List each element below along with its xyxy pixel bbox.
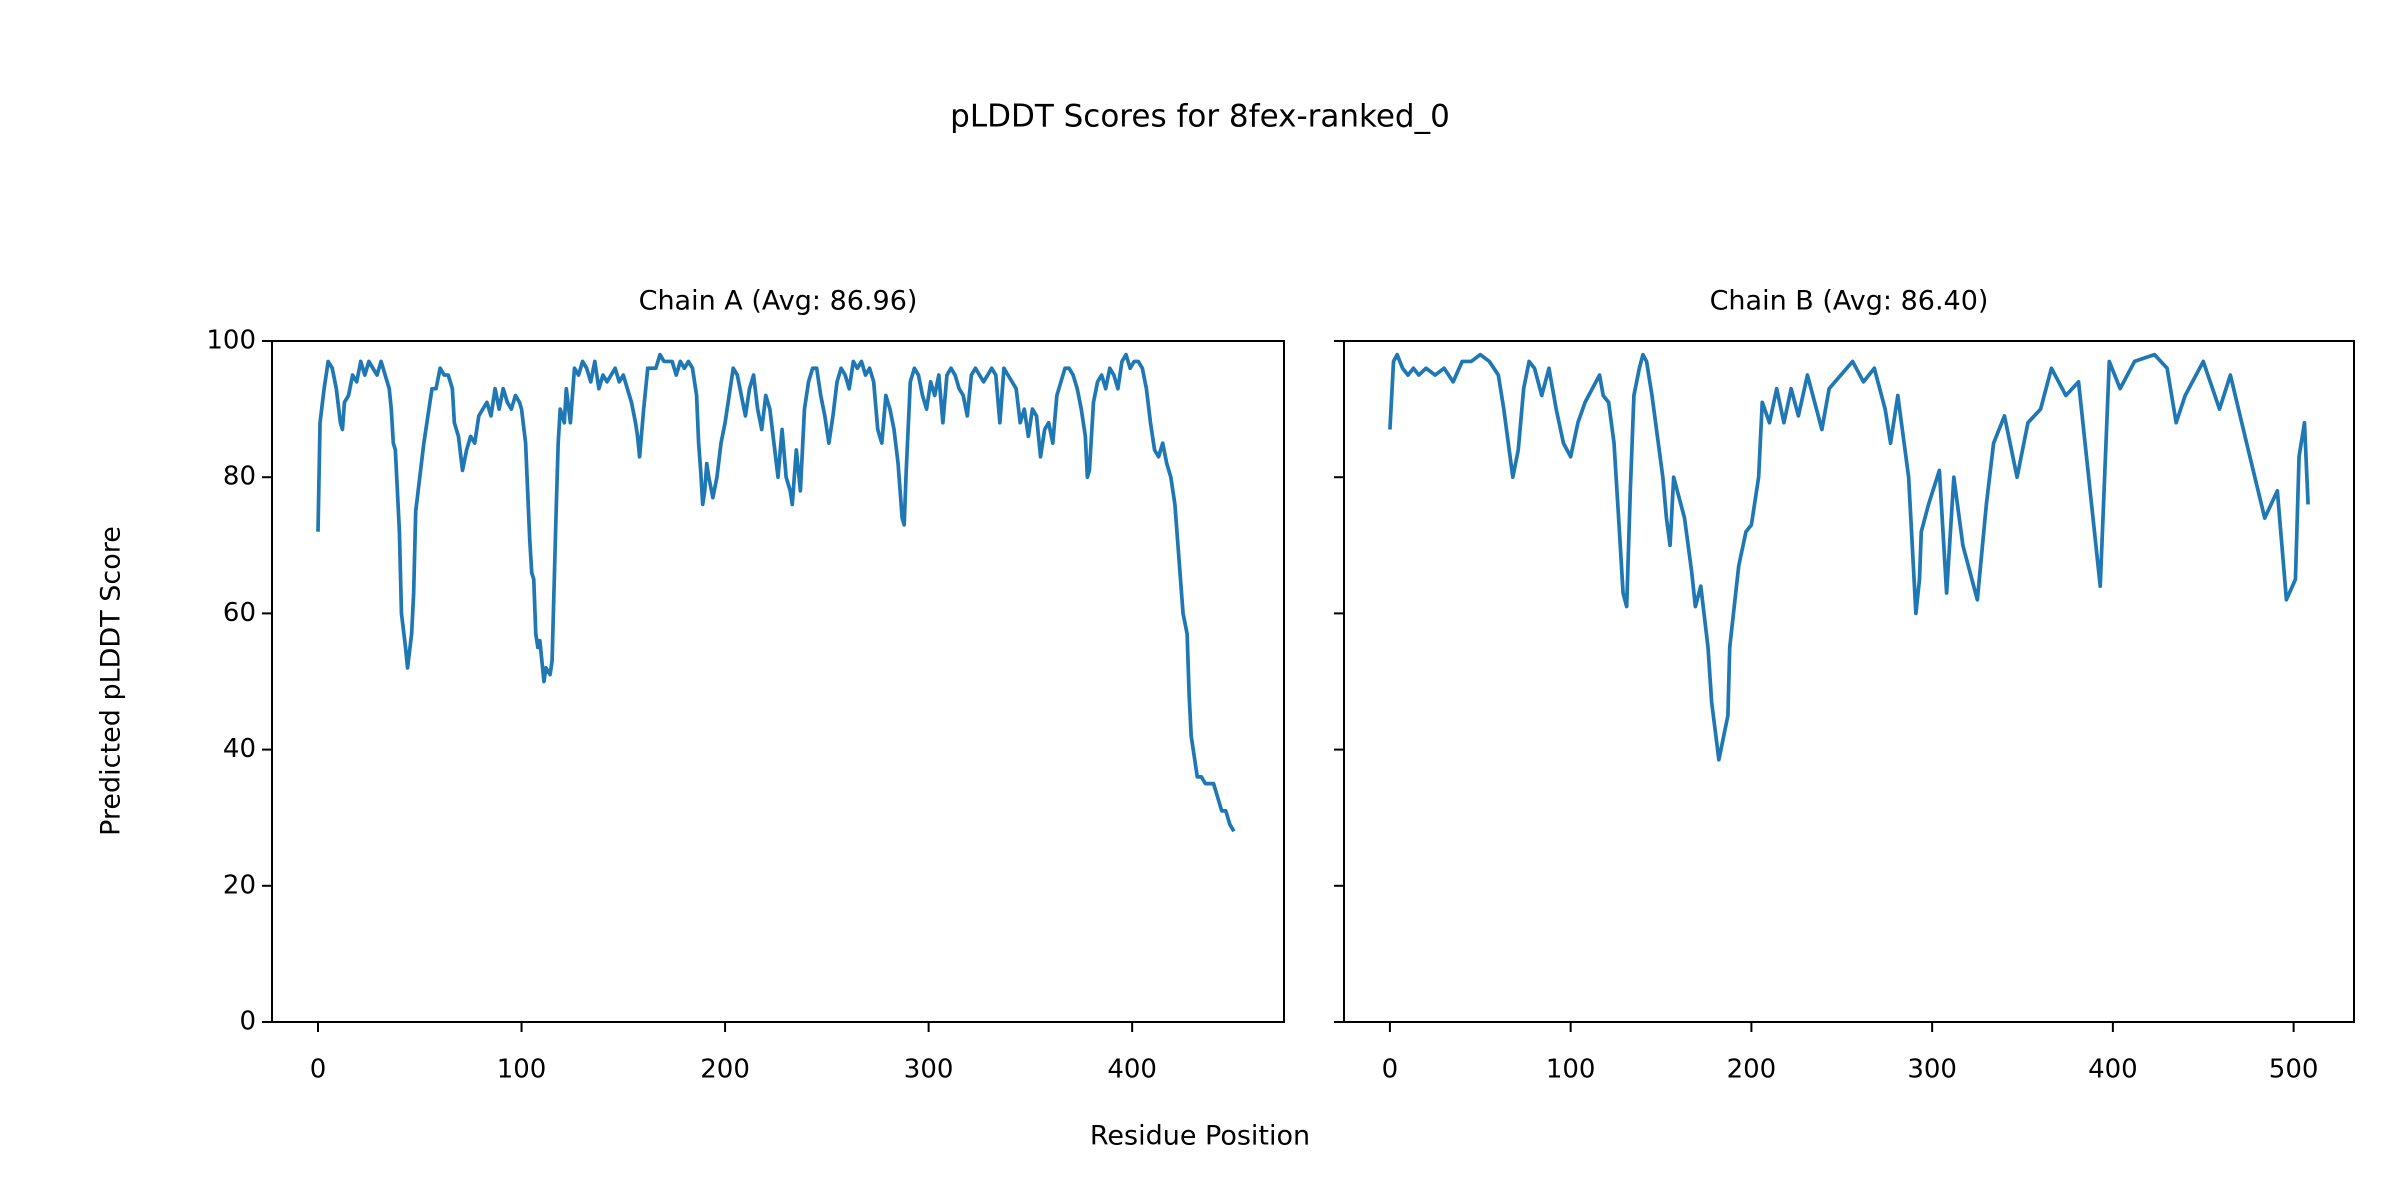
y-axis-label: Predicted pLDDT Score	[96, 526, 127, 836]
data-line	[316, 352, 1236, 833]
y-tick-label: 40	[223, 734, 256, 764]
y-tick-label: 20	[223, 870, 256, 900]
x-tick-label: 0	[1382, 1055, 1399, 1085]
x-tick-label: 300	[1907, 1055, 1957, 1085]
x-tick-label: 200	[1727, 1055, 1777, 1085]
x-tick-label: 200	[700, 1055, 750, 1085]
x-tick-label: 300	[904, 1055, 954, 1085]
y-tick-label: 60	[223, 598, 256, 628]
subplot-title: Chain B (Avg: 86.40)	[1710, 286, 1989, 317]
x-axis-label: Residue Position	[1090, 1121, 1310, 1152]
subplot-title: Chain A (Avg: 86.96)	[639, 286, 918, 317]
y-tick-label: 0	[239, 1007, 256, 1037]
y-tick-label: 80	[223, 462, 256, 492]
x-tick-label: 400	[2088, 1055, 2138, 1085]
y-tick-label: 100	[206, 326, 256, 356]
x-tick-label: 500	[2269, 1055, 2319, 1085]
x-tick-label: 100	[497, 1055, 547, 1085]
data-line	[1388, 352, 2310, 762]
axes-frame	[271, 340, 1285, 1023]
axes-frame	[1343, 340, 2355, 1023]
x-tick-label: 400	[1107, 1055, 1157, 1085]
x-tick-label: 100	[1546, 1055, 1596, 1085]
figure-title: pLDDT Scores for 8fex-ranked_0	[950, 99, 1450, 135]
x-tick-label: 0	[310, 1055, 327, 1085]
